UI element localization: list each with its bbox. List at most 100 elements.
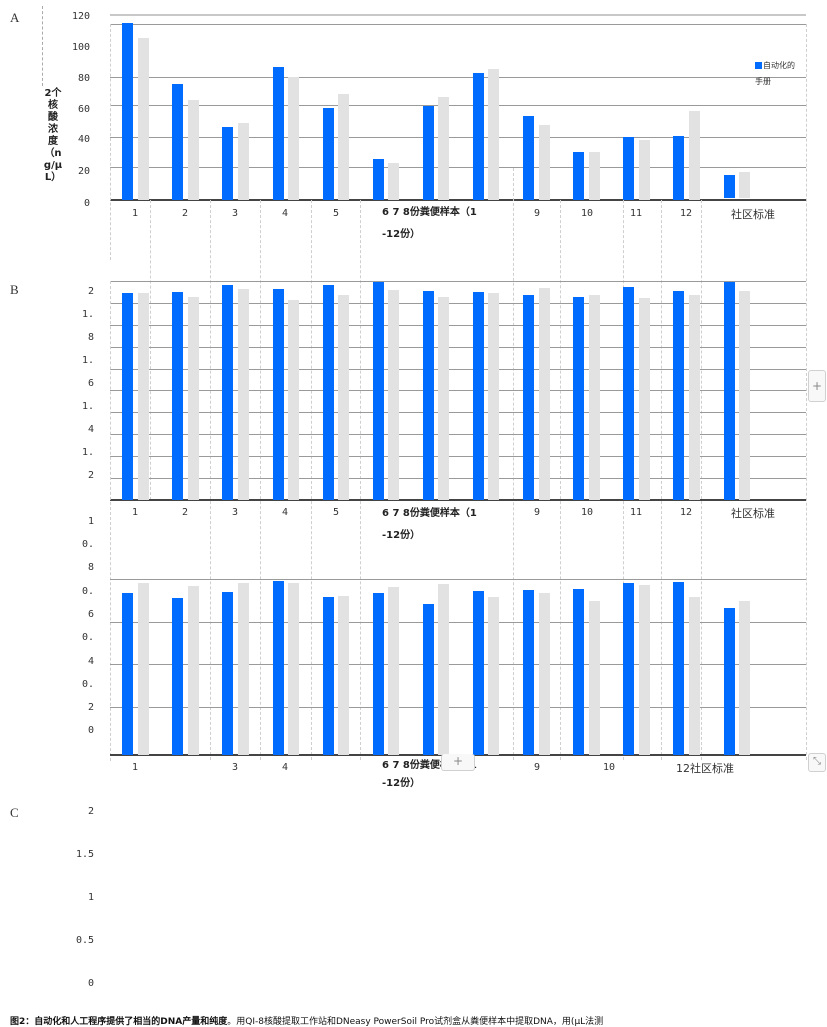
- y-tick: 2: [87, 470, 94, 481]
- bar-manual: [188, 100, 199, 200]
- bar-manual: [388, 290, 399, 500]
- gridline: [110, 14, 806, 16]
- separator: [701, 200, 702, 760]
- panel-letter-b: B: [10, 282, 19, 297]
- add-right-button[interactable]: +: [808, 370, 826, 402]
- y-tick: 1: [87, 892, 94, 903]
- x-label: 10: [580, 507, 594, 518]
- bar-automated: [573, 152, 584, 200]
- separator: [513, 168, 514, 760]
- gridline: [110, 347, 806, 348]
- y-tick: 2: [87, 702, 94, 713]
- y-tick: 8: [87, 332, 94, 343]
- bar-automated: [222, 285, 233, 500]
- add-bottom-button[interactable]: +: [441, 754, 475, 771]
- figure-caption: 图2：自动化和人工程序提供了相当的DNA产量和纯度。用QI-8核酸提取工作站和D…: [10, 1014, 603, 1027]
- y-tick: 20: [77, 166, 90, 177]
- bar-automated: [673, 136, 684, 200]
- axis-divider: [42, 6, 43, 86]
- bar-manual: [739, 172, 750, 198]
- x-axis-title: 6 7 8份粪便样本（1 -12份）: [382, 503, 477, 547]
- separator: [260, 200, 261, 760]
- bar-automated: [122, 593, 133, 755]
- y-tick: 0.: [81, 539, 94, 550]
- bar-manual: [589, 601, 600, 755]
- y-tick: 1.: [81, 309, 94, 320]
- bar-automated: [273, 581, 284, 755]
- y-tick: 1.: [81, 401, 94, 412]
- bar-manual: [288, 583, 299, 755]
- y-tick: 1.: [81, 447, 94, 458]
- resize-icon[interactable]: ⤡: [808, 753, 826, 772]
- bar-automated: [273, 289, 284, 500]
- bar-manual: [589, 152, 600, 200]
- x-label: 12: [679, 507, 693, 518]
- bar-manual: [639, 140, 650, 200]
- y-tick: 1.: [81, 355, 94, 366]
- y-tick: 100: [71, 42, 90, 53]
- bar-automated: [122, 293, 133, 500]
- x-axis-title: 6 7 8份粪便样本（1 -12份）: [382, 202, 477, 246]
- y-tick: 120: [71, 11, 90, 22]
- y-tick: 0.: [81, 679, 94, 690]
- x-title-line: 6 7 8份粪便样本（1: [382, 207, 477, 218]
- bar-automated: [724, 175, 735, 198]
- separator: [806, 24, 807, 760]
- bar-automated: [724, 282, 735, 500]
- bar-automated: [423, 291, 434, 500]
- bar-manual: [138, 38, 149, 200]
- x-label: 12: [679, 208, 693, 219]
- gridline: [110, 412, 806, 413]
- bar-automated: [673, 582, 684, 755]
- x-axis-title: 6 7 8份粪便样本（1 -12份）: [382, 757, 477, 793]
- y-label-line: g/μ: [43, 160, 63, 171]
- y-tick: 0: [87, 725, 94, 736]
- caption-text: 。用QI-8核酸提取工作站和DNeasy PowerSoil Pro试剂盒从粪便…: [227, 1017, 604, 1027]
- y-tick: 80: [77, 73, 90, 84]
- y-tick: 4: [87, 656, 94, 667]
- y-tick: 6: [87, 609, 94, 620]
- bar-automated: [273, 67, 284, 200]
- bar-automated: [373, 282, 384, 500]
- gridline: [110, 24, 806, 25]
- legend-item-automated: 自动化的: [755, 58, 795, 74]
- bar-manual: [488, 69, 499, 200]
- bar-manual: [188, 297, 199, 500]
- x-label: 9: [533, 507, 541, 518]
- bar-automated: [423, 106, 434, 200]
- bar-manual: [589, 295, 600, 500]
- x-title-line: 6 7 8份粪便样本（1: [382, 508, 477, 519]
- gridline: [110, 664, 806, 665]
- y-label-line: 浓: [48, 124, 58, 135]
- y-tick: 1.5: [75, 849, 94, 860]
- x-label: 5: [332, 208, 340, 219]
- y-tick: 0: [83, 198, 90, 209]
- bar-manual: [138, 293, 149, 500]
- bar-manual: [488, 293, 499, 500]
- x-label: 9: [533, 208, 541, 219]
- x-label: 社区标准: [731, 208, 775, 221]
- bar-manual: [689, 295, 700, 500]
- gridline: [110, 281, 806, 282]
- bar-manual: [689, 111, 700, 200]
- x-label: 1: [131, 507, 139, 518]
- bar-automated: [323, 108, 334, 200]
- y-tick: 60: [77, 104, 90, 115]
- legend-label: 自动化的: [763, 61, 795, 70]
- x-label: 1: [131, 762, 139, 773]
- separator: [661, 200, 662, 760]
- x-title-line: -12份）: [382, 530, 421, 541]
- bar-manual: [539, 125, 550, 200]
- bar-manual: [388, 587, 399, 755]
- bar-automated: [373, 159, 384, 200]
- bar-automated: [523, 590, 534, 755]
- separator: [210, 200, 211, 760]
- bar-automated: [573, 297, 584, 500]
- bar-manual: [288, 300, 299, 500]
- bar-automated: [222, 592, 233, 755]
- bar-manual: [238, 289, 249, 500]
- bar-automated: [623, 137, 634, 200]
- bar-manual: [238, 123, 249, 200]
- gridline: [110, 77, 806, 78]
- bar-manual: [338, 94, 349, 200]
